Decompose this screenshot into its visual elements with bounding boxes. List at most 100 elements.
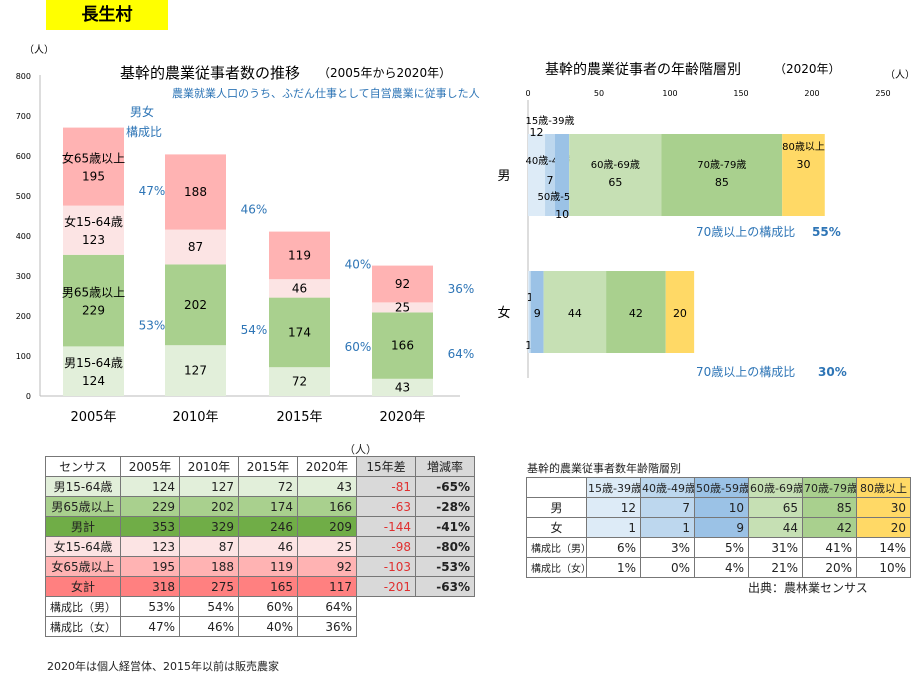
census-row-label: 女計: [45, 576, 121, 597]
census-row: 男65歳以上 229 202 174 166 -63 -28%: [45, 496, 475, 517]
male-70plus-ratio-label: 70歳以上の構成比: [696, 225, 795, 239]
census-ratio-cell: 53%: [120, 596, 180, 617]
male-ratio-label: 60%: [345, 340, 372, 354]
age-value-cell: 31%: [748, 537, 803, 558]
female-70plus-ratio-value: 30%: [818, 365, 847, 379]
census-row: 女計 318 275 165 117 -201 -63%: [45, 576, 475, 597]
source-note: 出典：農林業センサス: [748, 581, 868, 595]
stacked-bar-segment: [165, 345, 226, 396]
census-value-cell: 174: [238, 496, 298, 517]
bar-value-label: 229: [82, 304, 105, 318]
age-series-label: 15歳-39歳: [525, 115, 574, 127]
age-value-label: 65: [608, 176, 622, 189]
age-value-cell: 1: [640, 517, 695, 538]
stacked-bar-segment: [372, 265, 433, 303]
female-ratio-label: 46%: [241, 202, 268, 216]
census-row: 女65歳以上 195 188 119 92 -103 -53%: [45, 556, 475, 577]
bar-value-label: 46: [292, 281, 307, 295]
right-chart-subtitle: （2020年）: [774, 62, 841, 76]
age-bar-segment: [782, 134, 825, 216]
age-bar-segment: [569, 134, 662, 216]
age-value-cell: 6%: [586, 537, 641, 558]
age-value-cell: 9: [694, 517, 749, 538]
age-row: 男 12 7 10 65 85 30: [526, 497, 911, 518]
age-value-cell: 30: [856, 497, 911, 518]
yearly-stacked-bar-chart: （人） 基幹的農業従事者数の推移 （2005年から2020年） 農業就業人口のう…: [16, 44, 480, 425]
left-chart-subtitle: （2005年から2020年）: [318, 66, 451, 80]
census-value-cell: 202: [179, 496, 239, 517]
age-group-horizontal-bar-chart: 基幹的農業従事者の年齢階層別 （2020年） （人） 0 50 100 150 200 2…: [497, 61, 915, 379]
census-rate-cell: -41%: [415, 516, 475, 537]
age-bar-segment: [606, 271, 666, 353]
bar-value-label: 195: [82, 170, 105, 184]
stacked-bar-segment: [63, 205, 124, 255]
age-header-cell: 60歳-69歳: [748, 477, 803, 498]
age-bar-segment: [530, 271, 544, 353]
legend-ratio-label: 構成比: [126, 125, 162, 139]
left-unit-label: （人）: [24, 44, 54, 56]
age-bar-segment: [543, 271, 607, 353]
census-table-unit: （人）: [344, 443, 377, 456]
census-diff-cell: -63: [356, 496, 416, 517]
census-ratio-label: 構成比（女）: [45, 616, 121, 637]
x-category-label: 2010年: [172, 410, 218, 425]
census-header-cell: 2005年: [120, 456, 180, 477]
census-value-cell: 117: [297, 576, 357, 597]
age-value-cell: 7: [640, 497, 695, 518]
census-value-cell: 166: [297, 496, 357, 517]
age-row-label: 構成比（女）: [526, 557, 591, 578]
census-rate-cell: -28%: [415, 496, 475, 517]
bar-value-label: 72: [292, 375, 307, 389]
age-value-label: 1: [527, 291, 534, 304]
bar-value-label: 87: [188, 240, 203, 254]
census-value-cell: 229: [120, 496, 180, 517]
age-value-cell: 14%: [856, 537, 911, 558]
census-value-cell: 329: [179, 516, 239, 537]
left-y-tick-label: 0: [26, 392, 31, 401]
age-header-cell: 50歳-59歳: [694, 477, 749, 498]
male-ratio-label: 53%: [139, 318, 166, 332]
right-x-tick-label: 100: [662, 89, 677, 98]
bar-value-label: 119: [288, 248, 311, 262]
census-value-cell: 188: [179, 556, 239, 577]
census-value-cell: 195: [120, 556, 180, 577]
right-x-tick-label: 250: [875, 89, 890, 98]
age-series-label: 80歳以上: [782, 141, 825, 153]
age-value-cell: 10: [694, 497, 749, 518]
right-unit-label: （人）: [885, 69, 915, 81]
stacked-bar-segment: [372, 312, 433, 379]
male-ratio-label: 54%: [241, 323, 268, 337]
age-value-cell: 42: [802, 517, 857, 538]
stacked-bar-segment: [165, 229, 226, 265]
census-rate-cell: -65%: [415, 476, 475, 497]
left-chart-title: 基幹的農業従事者数の推移: [120, 64, 300, 82]
age-series-label: 70歳-79歳: [697, 159, 746, 171]
census-row-label: 女15-64歳: [45, 536, 121, 557]
right-x-tick-label: 150: [733, 89, 748, 98]
census-value-cell: 92: [297, 556, 357, 577]
age-value-label: 12: [530, 126, 544, 139]
age-table: 15歳-39歳 40歳-49歳 50歳-59歳 60歳-69歳 70歳-79歳 80歳以上…: [526, 477, 911, 578]
male-ratio-label: 64%: [448, 347, 475, 361]
left-y-tick-label: 500: [16, 192, 31, 201]
bar-value-label: 124: [82, 374, 105, 388]
age-header-cell: 15歳-39歳: [586, 477, 641, 498]
age-header-cell: 40歳-49歳: [640, 477, 695, 498]
left-y-tick-label: 700: [16, 112, 31, 121]
age-header-cell: 80歳以上: [856, 477, 911, 498]
bar-value-label: 166: [391, 339, 414, 353]
census-value-cell: 25: [297, 536, 357, 557]
census-diff-cell: -81: [356, 476, 416, 497]
female-ratio-label: 36%: [448, 282, 475, 296]
series-label: 男65歳以上: [62, 286, 125, 300]
census-header-cell: 2010年: [179, 456, 239, 477]
census-row-label: 男計: [45, 516, 121, 537]
census-ratio-row: 構成比（女） 47% 46% 40% 36%: [45, 616, 475, 637]
stacked-bar-segment: [372, 378, 433, 396]
census-value-cell: 353: [120, 516, 180, 537]
age-value-cell: 0%: [640, 557, 695, 578]
age-value-label: 10: [555, 208, 569, 221]
footer-note: 2020年は個人経営体、2015年以前は販売農家: [47, 660, 279, 673]
age-bar-segment: [554, 134, 570, 216]
age-value-label: 1: [525, 339, 532, 352]
